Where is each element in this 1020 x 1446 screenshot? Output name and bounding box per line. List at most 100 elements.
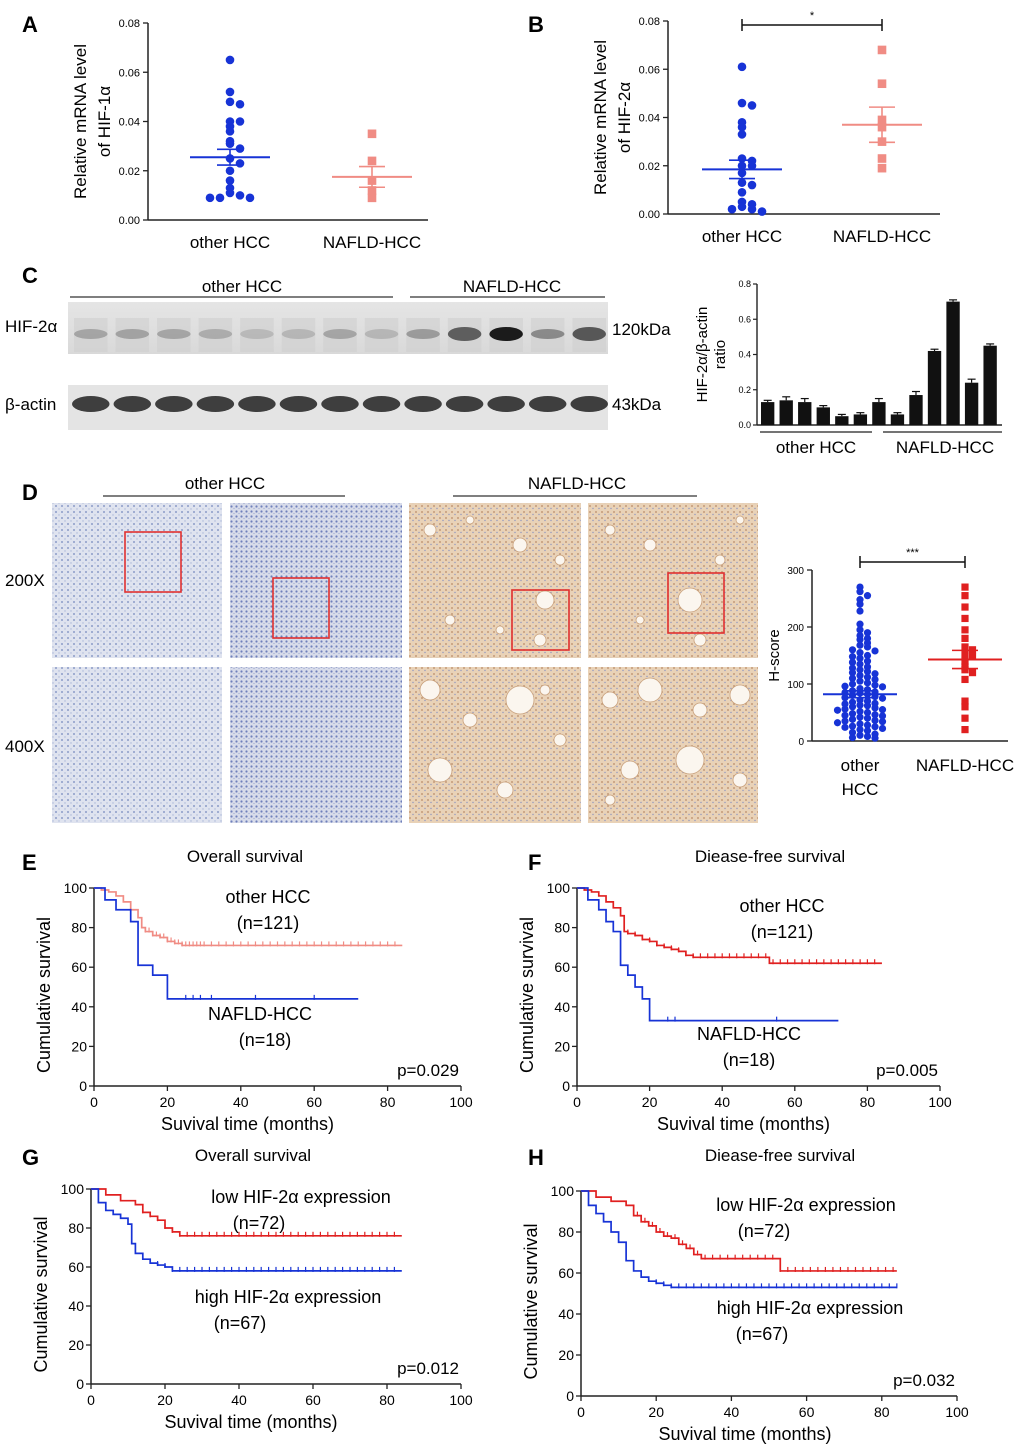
data-point bbox=[863, 714, 872, 722]
panel-letter-a: A bbox=[22, 12, 38, 37]
ihc-img-other-1-400x bbox=[52, 667, 222, 823]
ihc-img-nafld-1-200x bbox=[409, 503, 581, 658]
y-tick-label: 0.0 bbox=[738, 420, 751, 430]
data-point bbox=[961, 697, 969, 705]
data-point bbox=[737, 122, 747, 132]
fat-vacuole bbox=[444, 614, 456, 626]
series-n-label: (n=18) bbox=[723, 1050, 776, 1070]
y-tick-label: 40 bbox=[68, 1298, 84, 1314]
data-point bbox=[841, 700, 849, 708]
y-tick-label: 80 bbox=[558, 1224, 574, 1240]
data-point bbox=[833, 706, 842, 714]
x-tick-label: 0 bbox=[573, 1094, 581, 1110]
y-tick-label: 20 bbox=[558, 1347, 574, 1363]
y-axis-label: of HIF-2α bbox=[615, 82, 634, 153]
fat-vacuole bbox=[465, 515, 475, 525]
hif-band bbox=[489, 327, 523, 341]
data-point bbox=[747, 101, 757, 110]
x-tick-label: 40 bbox=[724, 1404, 740, 1420]
bar bbox=[909, 395, 923, 425]
bar bbox=[983, 345, 997, 425]
series-label: low HIF-2α expression bbox=[716, 1195, 895, 1215]
x-axis-label: Suvival time (months) bbox=[161, 1114, 334, 1134]
bar bbox=[835, 416, 849, 425]
series-label: NAFLD-HCC bbox=[208, 1004, 312, 1024]
data-point bbox=[863, 702, 872, 710]
fat-vacuole bbox=[495, 625, 505, 635]
data-point bbox=[961, 634, 969, 642]
bar bbox=[946, 301, 960, 425]
data-point bbox=[841, 694, 849, 702]
ihc-img-other-1-200x bbox=[52, 503, 222, 658]
data-point bbox=[848, 669, 857, 677]
data-point bbox=[856, 671, 864, 680]
x-category-label: other HCC bbox=[190, 233, 270, 252]
data-point bbox=[961, 592, 969, 600]
y-tick-label: 20 bbox=[71, 1038, 87, 1054]
y-tick-label: 100 bbox=[787, 680, 804, 691]
data-point bbox=[225, 127, 235, 136]
ihc-img-nafld-2-400x bbox=[588, 667, 758, 823]
hif-band bbox=[530, 329, 565, 339]
data-point bbox=[848, 674, 857, 682]
x-category-label: NAFLD-HCC bbox=[833, 227, 931, 246]
significance-stars: * bbox=[810, 10, 815, 22]
bar bbox=[890, 414, 905, 425]
data-point bbox=[877, 45, 887, 55]
y-tick-label: 200 bbox=[787, 623, 804, 634]
hif-lane-smear bbox=[198, 318, 233, 352]
data-point bbox=[863, 629, 872, 637]
y-tick-label: 80 bbox=[71, 920, 87, 936]
series-n-label: (n=18) bbox=[239, 1030, 292, 1050]
actin-band bbox=[487, 396, 525, 412]
zoom-box-other-1 bbox=[124, 531, 182, 593]
actin-band bbox=[445, 396, 484, 412]
chart-d-hscore: 0 100 200 300 H-score other HCC NAFLD-HCC *** bbox=[766, 547, 1014, 799]
chart-h-disease-free-survival-hif2a: Diease-free survival 0 20 40 60 80 100 0 20 40 60 8… bbox=[521, 1146, 969, 1444]
data-point bbox=[961, 614, 969, 623]
data-point bbox=[856, 666, 864, 674]
x-tick-label: 0 bbox=[577, 1404, 585, 1420]
group-label-nafld: NAFLD-HCC bbox=[896, 438, 994, 457]
data-point bbox=[856, 726, 864, 734]
p-value: p=0.029 bbox=[397, 1061, 459, 1080]
hif-lane-smear bbox=[406, 318, 440, 352]
hif-band bbox=[281, 329, 316, 339]
data-point bbox=[856, 600, 864, 608]
y-tick-label: 80 bbox=[68, 1220, 84, 1236]
y-tick-label: 0.00 bbox=[639, 209, 660, 221]
x-tick-label: 20 bbox=[157, 1392, 173, 1408]
data-point bbox=[856, 677, 864, 685]
p-value: p=0.012 bbox=[397, 1359, 459, 1378]
y-axis-label: Cumulative survival bbox=[521, 1223, 541, 1379]
y-tick-label: 0.2 bbox=[738, 385, 751, 395]
series-label: high HIF-2α expression bbox=[195, 1287, 382, 1307]
y-tick-label: 0.02 bbox=[119, 166, 140, 178]
ihc-img-nafld-2-200x bbox=[588, 503, 758, 658]
data-point bbox=[877, 154, 887, 163]
hif-lane-smear bbox=[115, 318, 150, 352]
survival-curve bbox=[94, 887, 359, 1000]
panel-letter-e: E bbox=[22, 850, 37, 875]
blot-label-hif2a: HIF-2α bbox=[5, 317, 58, 336]
western-blot: other HCC NAFLD-HCC HIF-2α β-actin 120kD… bbox=[5, 277, 671, 430]
series-n-label: (n=72) bbox=[233, 1213, 286, 1233]
ihc-label-nafld: NAFLD-HCC bbox=[528, 474, 626, 493]
data-point bbox=[863, 727, 872, 735]
series-label: other HCC bbox=[225, 887, 310, 907]
survival-curve bbox=[91, 1188, 402, 1272]
data-point bbox=[856, 731, 864, 739]
data-point bbox=[841, 717, 849, 725]
y-tick-label: 0 bbox=[798, 737, 804, 748]
data-point bbox=[871, 711, 879, 719]
data-point bbox=[225, 55, 235, 65]
chart-e-overall-survival: Overall survival 0 20 40 60 80 100 0 20 40 60 80 100… bbox=[34, 847, 473, 1134]
zoom-box-other-2 bbox=[272, 577, 330, 639]
ihc-label-other: other HCC bbox=[185, 474, 265, 493]
x-category-label: other bbox=[841, 756, 880, 775]
x-category-label: NAFLD-HCC bbox=[916, 756, 1014, 775]
hif-band bbox=[157, 329, 191, 339]
data-point bbox=[856, 654, 864, 662]
fat-vacuole bbox=[643, 538, 657, 552]
actin-band bbox=[404, 396, 442, 412]
